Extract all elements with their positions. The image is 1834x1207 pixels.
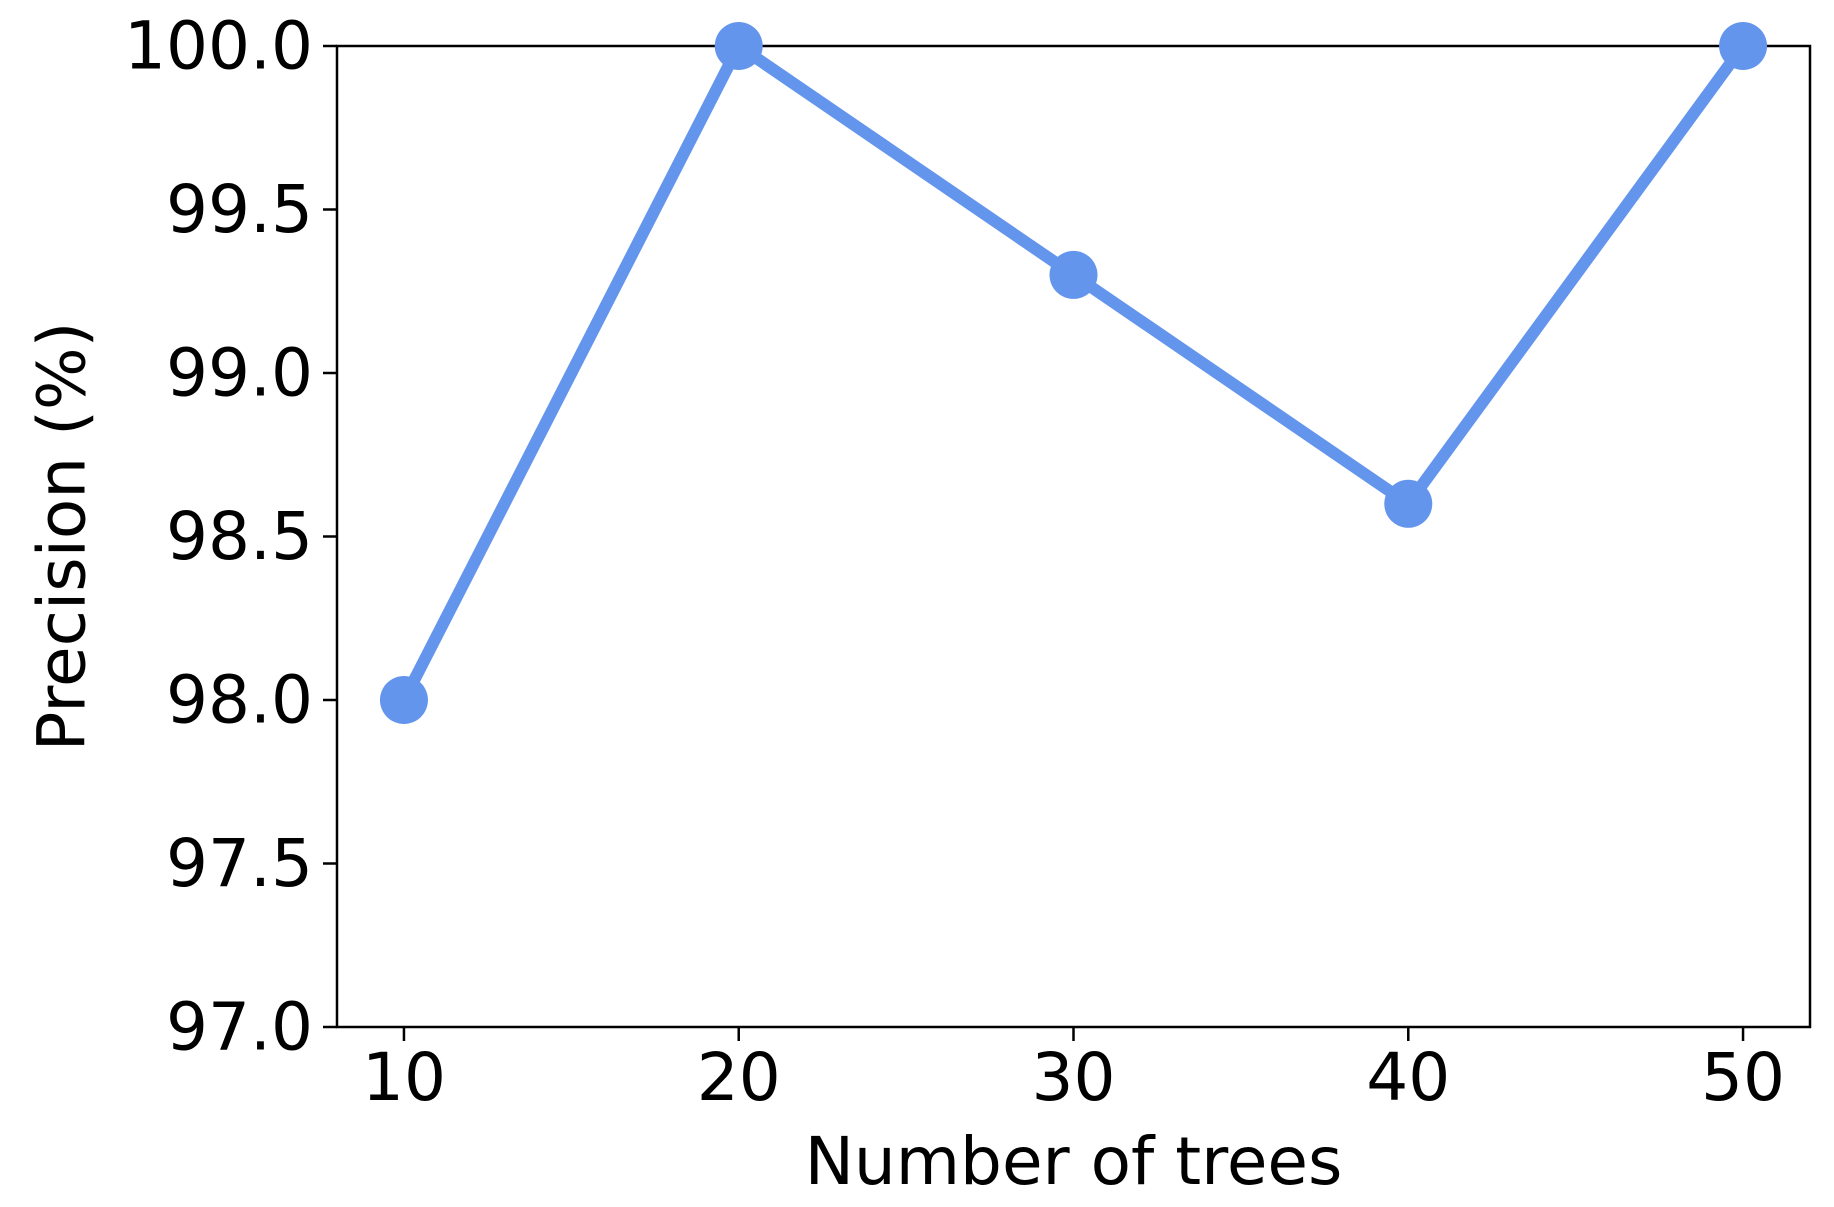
x-axis-title: Number of trees <box>805 1123 1343 1200</box>
series-layer <box>379 22 1768 724</box>
data-point-marker <box>379 676 428 724</box>
data-point-marker <box>1384 479 1433 528</box>
x-tick-label: 10 <box>362 1039 446 1116</box>
x-tick-label: 50 <box>1701 1039 1785 1116</box>
y-axis-title: Precision (%) <box>24 322 101 752</box>
x-tick-label: 20 <box>697 1039 781 1116</box>
data-point-marker <box>1049 250 1098 299</box>
x-tick-label: 40 <box>1366 1039 1450 1116</box>
x-tick-label: 30 <box>1032 1039 1116 1116</box>
y-tick-label: 99.0 <box>166 335 313 412</box>
x-axis-ticks: 10 20 30 40 50 <box>362 1027 1785 1116</box>
y-tick-label: 97.0 <box>166 989 313 1066</box>
y-axis-ticks: 97.0 97.5 98.0 98.5 99.0 99.5 100.0 <box>124 8 337 1066</box>
data-point-marker <box>1719 22 1768 70</box>
y-tick-label: 99.5 <box>166 171 313 248</box>
y-tick-label: 98.5 <box>166 498 313 575</box>
data-point-marker <box>714 22 763 70</box>
y-tick-label: 98.0 <box>166 662 313 739</box>
y-tick-label: 97.5 <box>166 825 313 902</box>
y-tick-label: 100.0 <box>124 8 313 85</box>
